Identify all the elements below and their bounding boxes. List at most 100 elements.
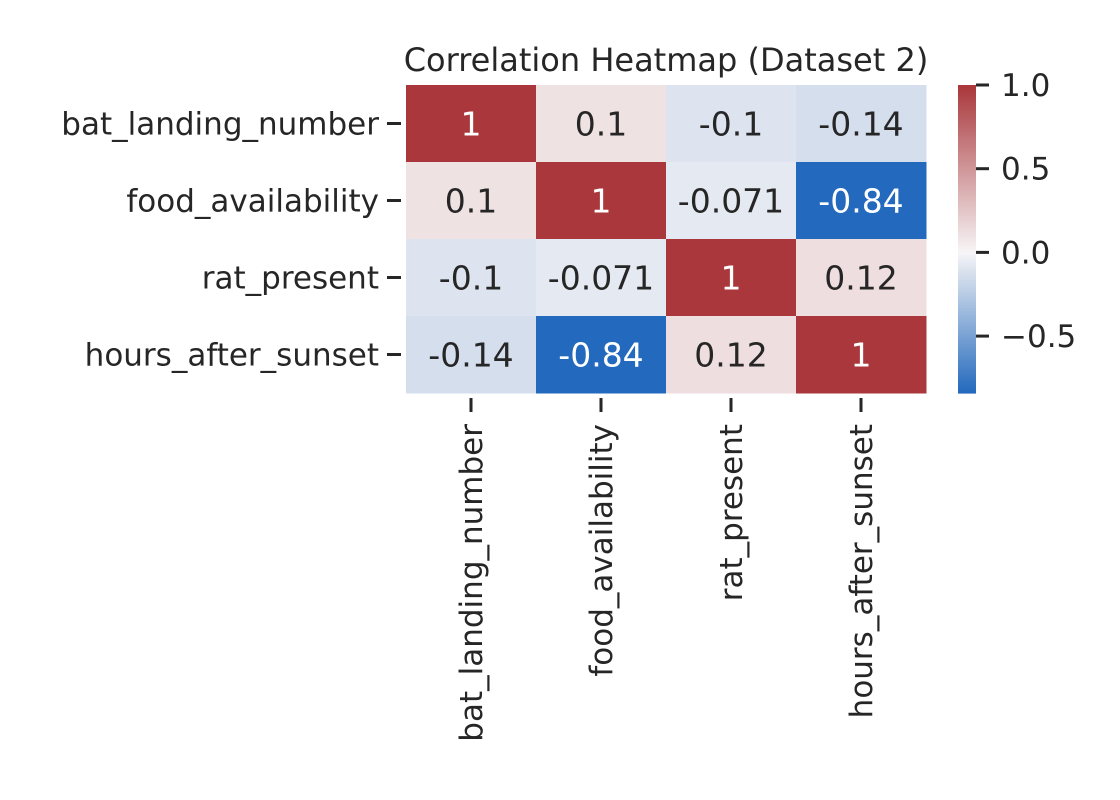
colorbar-segment [958,256,976,261]
colorbar-segment [958,292,976,297]
colorbar-segment [958,241,976,245]
colorbar-segment [958,113,976,117]
column-tick-label: bat_landing_number [454,424,490,742]
colorbar-segment [958,141,976,145]
cell-value-label: -0.071 [548,259,654,298]
heatmap-cell [796,85,927,163]
cell-value-label: -0.84 [558,336,643,375]
colorbar-segment [958,331,976,335]
cell-value-label: -0.071 [678,182,784,221]
colorbar-segment [958,349,976,353]
colorbar-segment [958,375,976,379]
colorbar-segment [958,364,976,368]
row-tick-label: food_availability [126,184,379,220]
heatmap-cell [796,162,927,240]
heatmap-cell [666,316,797,394]
colorbar-segment [958,231,976,235]
colorbar-segment [958,300,976,304]
colorbar-segment [958,326,976,330]
colorbar-segment [958,239,976,243]
heatmap-cell [406,316,537,394]
colorbar-segment [958,190,976,194]
colorbar-segment [958,115,976,119]
colorbar-segment [958,259,976,263]
colorbar-segment [958,377,976,381]
colorbar-segment [958,185,976,189]
colorbar-segment [958,131,976,135]
colorbar-segment [958,179,976,184]
heatmap-cell [536,85,667,163]
cell-value-label: 1 [721,259,742,298]
colorbar-segment [958,223,976,227]
cell-value-label: -0.1 [699,105,763,144]
colorbar-segment [958,372,976,376]
colorbar-segment [958,182,976,186]
cell-value-label: 0.12 [824,259,897,298]
colorbar-segment [958,303,976,307]
colorbar-segment [958,280,976,284]
colorbar-segment [958,85,976,89]
colorbar-segment [958,136,976,140]
colorbar-segment [958,215,976,220]
colorbar-segment [958,133,976,137]
row-tick-label: bat_landing_number [61,107,379,143]
colorbar-tick-label: 1.0 [1001,68,1050,104]
colorbar-segment [958,200,976,204]
heatmap-cell [796,316,927,394]
colorbar-segment [958,298,976,302]
colorbar-segment [958,313,976,317]
colorbar-segment [958,382,976,386]
colorbar-segment [958,380,976,384]
colorbar-segment [958,149,976,153]
colorbar-segment [958,367,976,371]
chart-title: Correlation Heatmap (Dataset 2) [404,41,929,79]
colorbar-segment [958,244,976,248]
colorbar-segment [958,287,976,291]
colorbar-segment [958,321,976,325]
colorbar-segment [958,126,976,130]
colorbar-segment [958,95,976,99]
heatmap-cell [666,239,797,317]
colorbar-segment [958,295,976,299]
colorbar-segment [958,154,976,158]
colorbar-segment [958,328,976,332]
row-tick-label: rat_present [202,261,379,297]
colorbar-segment [958,305,976,309]
colorbar-segment [958,169,976,173]
heatmap-cell [406,239,537,317]
colorbar-segment [958,385,976,389]
cell-value-label: 1 [591,182,612,221]
colorbar-segment [958,87,976,91]
colorbar-segment [958,172,976,176]
colorbar-segment [958,102,976,107]
colorbar-segment [958,249,976,253]
colorbar-segment [958,282,976,286]
cell-value-label: 0.1 [445,182,497,221]
colorbar-segment [958,290,976,294]
colorbar-segment [958,213,976,217]
colorbar-segment [958,195,976,199]
colorbar-segment [958,344,976,348]
colorbar-segment [958,323,976,327]
colorbar-segment [958,233,976,238]
colorbar-segment [958,254,976,258]
colorbar-segment [958,90,976,94]
colorbar-segment [958,92,976,96]
colorbar-segment [958,128,976,132]
colorbar-segment [958,351,976,356]
colorbar-segment [958,105,976,109]
colorbar-segment [958,192,976,196]
colorbar-segment [958,310,976,315]
colorbar: 1.0 0.5 0.0 −0.5 [958,68,1076,394]
cell-value-label: -0.84 [818,182,903,221]
colorbar-segment [958,269,976,273]
colorbar-segment [958,197,976,202]
colorbar-segment [958,267,976,271]
colorbar-segment [958,177,976,181]
colorbar-segment [958,118,976,122]
cell-value-label: -0.1 [439,259,503,298]
colorbar-segment [958,97,976,101]
colorbar-segment [958,362,976,366]
cell-value-label: 1 [851,336,872,375]
